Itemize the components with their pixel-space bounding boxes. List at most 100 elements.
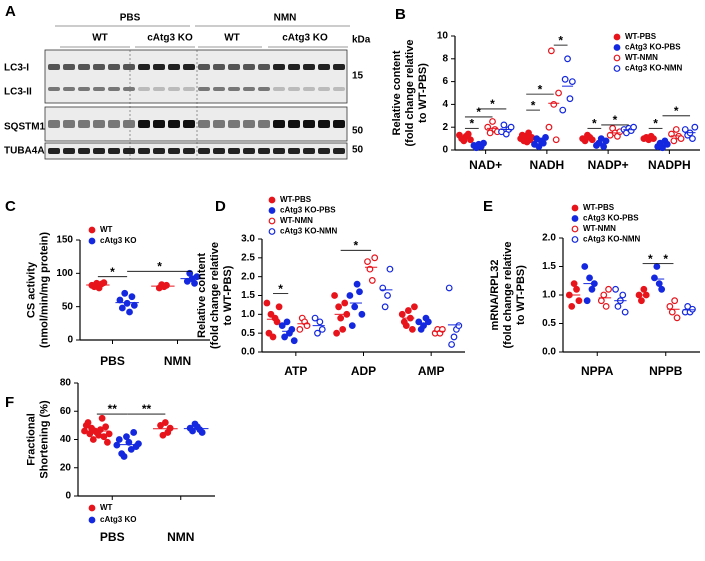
data-point	[381, 303, 389, 311]
data-point	[486, 129, 494, 137]
data-point	[455, 322, 463, 330]
legend-label: WT	[100, 503, 113, 512]
blot-band	[123, 87, 135, 91]
data-point	[539, 139, 547, 147]
data-point	[545, 123, 553, 131]
significance-label: *	[558, 33, 563, 47]
blot-band	[243, 148, 255, 154]
y-tick-label: 0	[442, 145, 448, 156]
data-point	[464, 130, 472, 138]
data-point	[552, 136, 560, 144]
data-point	[337, 314, 345, 322]
y-tick-label: 0.5	[542, 318, 556, 329]
data-point	[193, 273, 201, 281]
blot-band	[138, 120, 150, 128]
data-point	[102, 423, 110, 431]
data-point	[128, 293, 136, 301]
data-point	[265, 329, 273, 337]
data-point	[318, 326, 326, 333]
data-point	[263, 299, 271, 307]
data-point	[672, 126, 680, 133]
y-tick-label: 0	[67, 335, 73, 346]
data-point	[600, 291, 608, 299]
data-point	[269, 333, 277, 341]
blot-band	[318, 148, 330, 154]
marker-label: 15	[352, 71, 364, 82]
data-point	[619, 291, 627, 299]
data-point	[575, 297, 583, 305]
data-point	[668, 308, 676, 316]
blot-band	[288, 64, 300, 70]
data-point	[281, 333, 289, 341]
blot-band	[198, 120, 210, 128]
data-point	[588, 136, 596, 144]
data-point	[125, 438, 133, 446]
panel-letter: B	[395, 6, 406, 23]
data-point	[348, 322, 356, 330]
legend-label: WT-NMN	[583, 224, 616, 233]
data-point	[570, 280, 578, 288]
data-point	[166, 424, 174, 432]
y-tick-label: 1.0	[542, 290, 556, 301]
protein-label: SQSTM1	[4, 122, 46, 133]
y-tick-label: 2.5	[241, 252, 255, 263]
data-point	[673, 314, 681, 322]
treatment-label: PBS	[120, 13, 141, 24]
significance-label: *	[674, 104, 679, 118]
data-point	[542, 134, 549, 141]
data-point	[655, 280, 663, 288]
blot-band	[273, 64, 285, 70]
data-point	[339, 326, 347, 333]
y-tick-label: 2.0	[542, 233, 556, 244]
x-tick-label: NADPH	[648, 158, 691, 172]
y-tick-label: 60	[60, 406, 72, 417]
blot-band	[258, 148, 270, 154]
blot-band	[273, 120, 285, 128]
y-axis-label: Relative content	[391, 50, 403, 135]
data-point	[89, 436, 97, 443]
data-point	[98, 414, 106, 422]
data-point	[658, 285, 666, 293]
blot-band	[243, 87, 255, 91]
data-point	[96, 426, 104, 434]
blot-band	[183, 148, 195, 154]
data-point	[586, 274, 593, 282]
blot-band	[198, 148, 210, 154]
data-point	[135, 440, 142, 448]
legend-marker	[613, 54, 621, 62]
data-point	[116, 296, 124, 304]
data-point	[564, 55, 571, 63]
genotype-label: cAtg3 KO	[147, 33, 193, 44]
blot-band	[213, 64, 225, 70]
data-point	[384, 292, 391, 299]
y-tick-label: 8	[442, 53, 448, 64]
data-point	[612, 285, 619, 293]
y-tick-label: 2	[442, 122, 448, 133]
blot-band	[153, 148, 165, 154]
legend-marker	[268, 228, 276, 235]
blot-band	[48, 120, 60, 128]
y-tick-label: 1.0	[241, 309, 255, 320]
data-point	[311, 314, 319, 322]
data-point	[273, 318, 281, 326]
data-point	[450, 333, 458, 341]
data-point	[597, 297, 605, 305]
blot-band	[198, 64, 210, 70]
blot-band	[258, 64, 270, 70]
legend-marker	[571, 225, 579, 233]
y-axis-label: Fractional	[25, 413, 37, 466]
data-point	[130, 301, 138, 309]
legend-marker	[88, 237, 96, 245]
blot-band	[183, 87, 195, 91]
significance-label: **	[142, 402, 152, 416]
data-point	[314, 329, 321, 337]
marker-label: 50	[352, 126, 364, 137]
x-tick-label: NMN	[164, 354, 191, 368]
significance-label: *	[613, 113, 618, 127]
y-tick-label: 80	[60, 378, 72, 389]
blot-band	[93, 87, 105, 91]
blot-band	[258, 120, 270, 128]
blot-band	[78, 120, 90, 128]
data-point	[278, 322, 286, 330]
